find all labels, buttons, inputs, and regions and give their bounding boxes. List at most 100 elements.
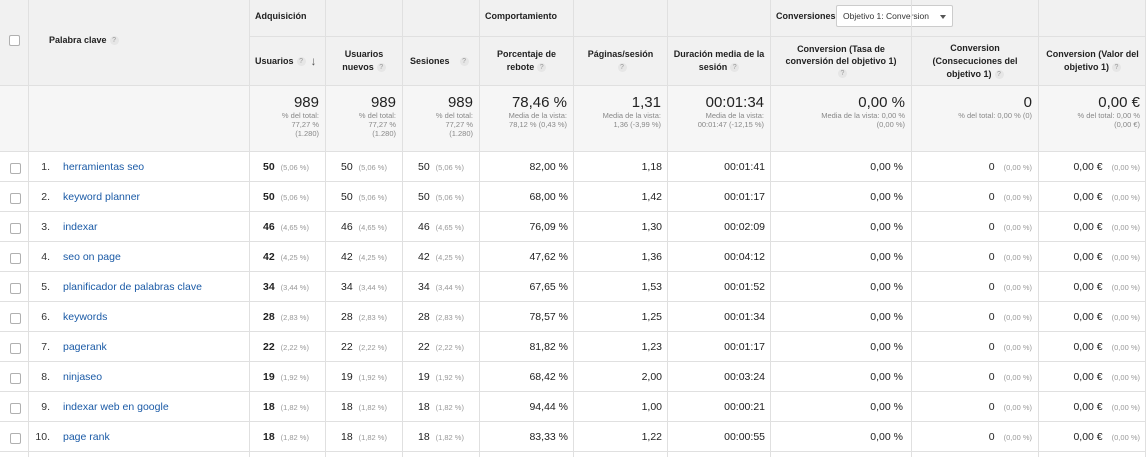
total-conv-completions-note: % del total: 0,00 % (0) (958, 111, 1032, 120)
row-divider (0, 181, 1146, 182)
row-checkbox[interactable] (10, 283, 21, 294)
table-row[interactable]: 10. page rank 18 (1,82 %) 18 (1,82 %) 18… (0, 422, 1146, 452)
bounce-value: 68,00 % (529, 191, 568, 203)
table-row[interactable]: 3. indexar 46 (4,65 %) 46 (4,65 %) 46 (4… (0, 212, 1146, 242)
conv-rate-value: 0,00 % (870, 371, 903, 383)
row-checkbox[interactable] (10, 163, 21, 174)
row-checkbox[interactable] (10, 343, 21, 354)
total-bounce-value: 78,46 % (511, 94, 567, 111)
total-conv-completions-value: 0 (1023, 94, 1032, 111)
keyword-link[interactable]: indexar web en google (63, 401, 169, 413)
table-row[interactable]: 6. keywords 28 (2,83 %) 28 (2,83 %) 28 (… (0, 302, 1146, 332)
total-bounce-note: Media de la vista: (508, 111, 567, 120)
total-new-users: 989 % del total: 77,27 % (1.280) (326, 86, 402, 151)
row-checkbox[interactable] (10, 373, 21, 384)
row-checkbox[interactable] (10, 313, 21, 324)
new-users-value: 50 (341, 191, 353, 203)
total-users-note: % del total: (281, 111, 319, 120)
total-sessions-note: % del total: (435, 111, 473, 120)
col-sessions[interactable]: Sesiones? (403, 37, 479, 85)
help-icon[interactable]: ? (838, 69, 847, 79)
total-conv-rate-value: 0,00 % (858, 94, 905, 111)
col-conv-rate[interactable]: Conversion (Tasa de conversión del objet… (771, 37, 911, 85)
pages-value: 1,36 (641, 251, 662, 263)
help-icon[interactable]: ? (296, 56, 306, 66)
users-percent: (2,22 %) (280, 343, 309, 352)
keyword-link[interactable]: page rank (63, 431, 110, 443)
help-icon[interactable]: ? (994, 69, 1004, 79)
table-row[interactable]: 1. herramientas seo 50 (5,06 %) 50 (5,06… (0, 152, 1146, 182)
help-icon[interactable]: ? (537, 63, 547, 73)
table-row[interactable]: 4. seo on page 42 (4,25 %) 42 (4,25 %) 4… (0, 242, 1146, 272)
select-all-checkbox[interactable] (9, 35, 20, 46)
keyword-header[interactable]: Palabra clave? (29, 0, 249, 85)
keyword-link[interactable]: planificador de palabras clave (63, 281, 202, 293)
sessions-percent: (2,22 %) (435, 343, 464, 352)
goal-select[interactable]: Objetivo 1: Conversion (836, 5, 953, 27)
total-new-users-note: (1.280) (372, 129, 396, 138)
pages-value: 1,22 (641, 431, 662, 443)
conv-completions-value: 0 (988, 431, 995, 443)
row-checkbox[interactable] (10, 433, 21, 444)
col-duration[interactable]: Duración media de la sesión? (668, 37, 770, 85)
total-conv-completions: 0 % del total: 0,00 % (0) (912, 86, 1038, 151)
row-checkbox[interactable] (10, 193, 21, 204)
conv-rate-value: 0,00 % (870, 191, 903, 203)
conv-completions-percent: (0,00 %) (1003, 253, 1032, 262)
table-row[interactable]: 2. keyword planner 50 (5,06 %) 50 (5,06 … (0, 182, 1146, 212)
table-row[interactable]: 9. indexar web en google 18 (1,82 %) 18 … (0, 392, 1146, 422)
keyword-link[interactable]: pagerank (63, 341, 107, 353)
keyword-link[interactable]: herramientas seo (63, 161, 145, 173)
keyword-link[interactable]: indexar (63, 221, 98, 233)
col-conv-completions[interactable]: Conversion (Consecuciones del objetivo 1… (912, 37, 1038, 85)
users-percent: (4,65 %) (280, 223, 309, 232)
pages-value: 2,00 (641, 371, 662, 383)
total-pages-note: 1,36 (-3,99 %) (613, 120, 661, 129)
row-index: 4. (41, 251, 50, 263)
col-bounce[interactable]: Porcentaje de rebote? (480, 37, 573, 85)
bounce-value: 68,42 % (529, 371, 568, 383)
help-icon[interactable]: ? (617, 63, 627, 73)
sessions-percent: (1,92 %) (435, 373, 464, 382)
help-icon[interactable]: ? (1112, 63, 1121, 73)
row-index: 8. (41, 371, 50, 383)
table-row[interactable]: 8. ninjaseo 19 (1,92 %) 19 (1,92 %) 19 (… (0, 362, 1146, 392)
row-index: 7. (41, 341, 50, 353)
row-checkbox[interactable] (10, 403, 21, 414)
keyword-link[interactable]: seo on page (63, 251, 121, 263)
col-conv-value[interactable]: Conversion (Valor del objetivo 1)? (1039, 37, 1146, 85)
help-icon[interactable]: ? (730, 63, 740, 73)
sessions-value: 46 (418, 221, 430, 233)
sort-descending-icon[interactable]: ↓ (310, 54, 317, 68)
total-conv-value-note: % del total: 0,00 % (1077, 111, 1140, 120)
sessions-percent: (1,82 %) (435, 433, 464, 442)
keyword-link[interactable]: keyword planner (63, 191, 141, 203)
row-divider (0, 451, 1146, 452)
help-icon[interactable]: ? (376, 63, 386, 73)
help-icon[interactable]: ? (459, 56, 469, 66)
col-new-users[interactable]: Usuarios nuevos? (326, 37, 402, 85)
keyword-link[interactable]: ninjaseo (63, 371, 103, 383)
group-acquisition: Adquisición (250, 0, 479, 36)
keyword-header-label: Palabra clave (49, 35, 107, 45)
col-pages[interactable]: Páginas/sesión? (574, 37, 667, 85)
help-icon[interactable]: ? (109, 36, 119, 46)
total-duration: 00:01:34 Media de la vista: 00:01:47 (-1… (668, 86, 770, 151)
sessions-value: 34 (418, 281, 430, 293)
new-users-value: 34 (341, 281, 353, 293)
bounce-value: 94,44 % (529, 401, 568, 413)
col-users[interactable]: Usuarios? ↓ (250, 37, 325, 85)
total-bounce: 78,46 % Media de la vista: 78,12 % (0,43… (480, 86, 573, 151)
table-row[interactable]: 5. planificador de palabras clave 34 (3,… (0, 272, 1146, 302)
users-value: 50 (263, 191, 275, 203)
users-value: 34 (263, 281, 275, 293)
row-checkbox[interactable] (10, 223, 21, 234)
column-divider (479, 0, 480, 457)
keyword-link[interactable]: keywords (63, 311, 108, 323)
table-row[interactable]: 7. pagerank 22 (2,22 %) 22 (2,22 %) 22 (… (0, 332, 1146, 362)
row-index: 2. (41, 191, 50, 203)
total-users-note: (1.280) (295, 129, 319, 138)
row-divider (249, 36, 1146, 37)
row-checkbox[interactable] (10, 253, 21, 264)
